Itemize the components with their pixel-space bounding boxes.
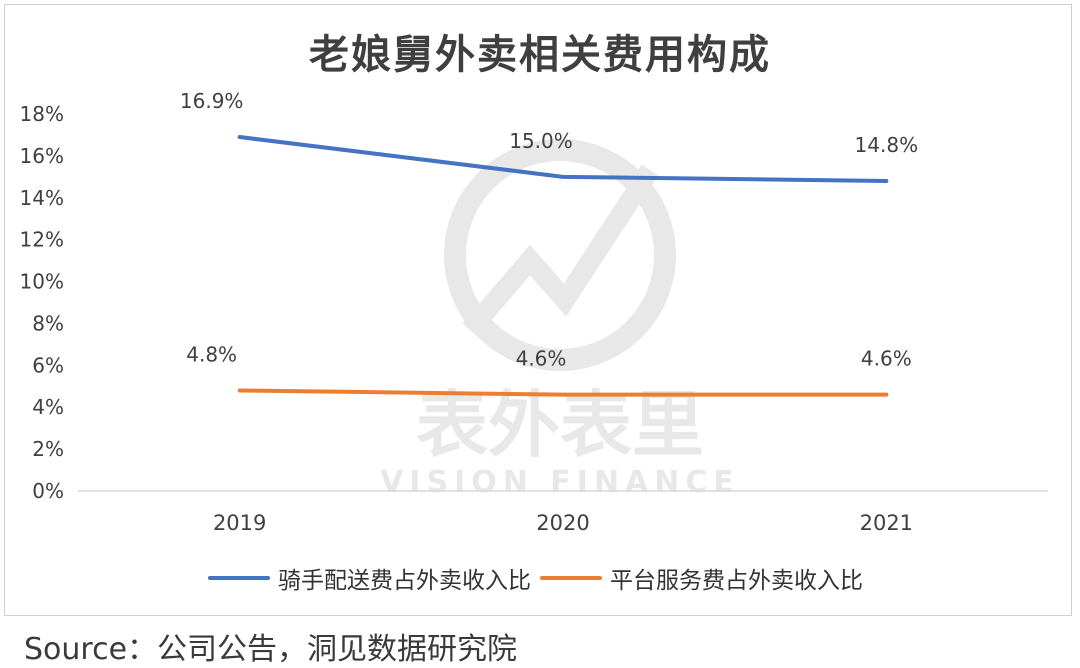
data-label: 15.0%: [509, 129, 573, 153]
legend-item-series1: 骑手配送费占外卖收入比: [208, 561, 531, 595]
legend-item-series2: 平台服务费占外卖收入比: [540, 561, 863, 595]
legend-label-series2: 平台服务费占外卖收入比: [610, 568, 863, 594]
y-tick-label: 12%: [20, 228, 64, 252]
y-tick-label: 2%: [32, 437, 64, 461]
y-tick-label: 4%: [32, 395, 64, 419]
chart-frame: [4, 4, 1072, 616]
y-tick-label: 10%: [20, 270, 64, 294]
series-line-2: [237, 388, 889, 397]
x-tick-label: 2019: [213, 511, 266, 535]
y-tick-label: 14%: [20, 186, 64, 210]
y-tick-label: 8%: [32, 311, 64, 335]
data-label: 4.6%: [861, 347, 912, 371]
watermark-cn-text: 表外表里: [416, 383, 704, 467]
y-tick-label: 16%: [20, 144, 64, 168]
y-tick-label: 18%: [20, 102, 64, 126]
data-label: 16.9%: [180, 89, 244, 113]
data-label: 14.8%: [855, 133, 919, 157]
legend-swatch-series2: [540, 576, 602, 580]
source-note: Source：公司公告，洞见数据研究院: [24, 632, 518, 667]
legend-label-series1: 骑手配送费占外卖收入比: [278, 568, 531, 594]
y-tick-label: 6%: [32, 353, 64, 377]
watermark-en-text: VISION FINANCE: [380, 465, 740, 500]
data-label: 4.6%: [516, 347, 567, 371]
chart-title: 老娘舅外卖相关费用构成: [309, 32, 771, 78]
series-line-1: [237, 135, 889, 184]
data-label: 4.8%: [186, 342, 237, 366]
watermark-ring: [444, 139, 676, 371]
y-tick-label: 0%: [32, 479, 64, 503]
chart-legend: 骑手配送费占外卖收入比 平台服务费占外卖收入比: [0, 561, 1080, 595]
watermark-arrow: [462, 164, 659, 337]
legend-swatch-series1: [208, 576, 270, 580]
x-tick-label: 2021: [860, 511, 913, 535]
x-tick-label: 2020: [536, 511, 589, 535]
